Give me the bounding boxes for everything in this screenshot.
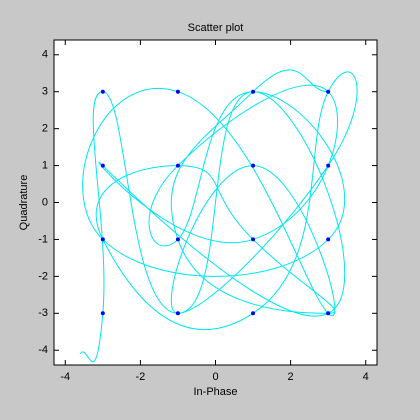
y-tick-label: 2: [42, 123, 48, 135]
y-tick-label: 1: [42, 159, 48, 171]
constellation-point: [326, 237, 331, 242]
y-tick-label: 3: [42, 86, 48, 98]
constellation-point: [326, 311, 331, 316]
x-tick-label: 2: [288, 371, 294, 383]
y-tick-label: -2: [38, 270, 48, 282]
x-tick-label: 4: [363, 371, 369, 383]
constellation-point: [175, 163, 180, 168]
y-tick-label: -4: [38, 344, 48, 356]
x-tick-label: -2: [135, 371, 145, 383]
constellation-point: [251, 311, 256, 316]
constellation-point: [251, 237, 256, 242]
constellation-point: [175, 311, 180, 316]
constellation-point: [100, 89, 105, 94]
constellation-point: [100, 311, 105, 316]
y-tick-label: 4: [42, 49, 48, 61]
y-axis-label: Quadrature: [18, 175, 30, 231]
constellation-point: [251, 163, 256, 168]
chart-title: Scatter plot: [188, 22, 244, 34]
x-tick-label: 0: [212, 371, 218, 383]
x-tick-label: -4: [60, 371, 70, 383]
constellation-point: [326, 89, 331, 94]
y-tick-label: -3: [38, 307, 48, 319]
constellation-point: [251, 89, 256, 94]
constellation-point: [175, 89, 180, 94]
constellation-point: [326, 163, 331, 168]
y-tick-label: 0: [42, 196, 48, 208]
constellation-point: [175, 237, 180, 242]
x-axis-label: In-Phase: [193, 386, 237, 398]
constellation-point: [100, 163, 105, 168]
y-tick-label: -1: [38, 233, 48, 245]
constellation-point: [100, 237, 105, 242]
